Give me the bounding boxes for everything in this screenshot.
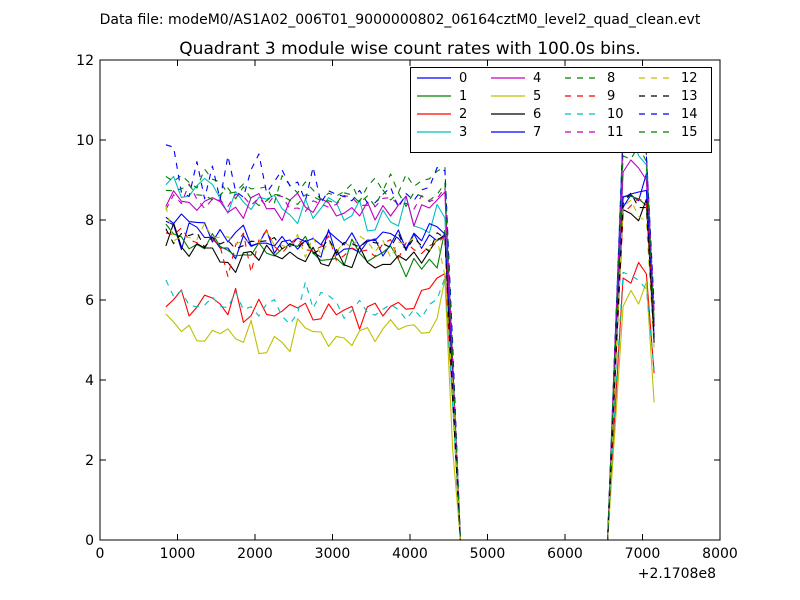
legend-item-11: 11 <box>565 124 624 140</box>
legend-label: 3 <box>459 124 468 140</box>
legend-item-5: 5 <box>491 88 541 104</box>
legend-label: 10 <box>607 106 624 122</box>
legend-swatch-6 <box>491 113 525 115</box>
legend-item-6: 6 <box>491 106 541 122</box>
legend-item-9: 9 <box>565 88 615 104</box>
legend-item-2: 2 <box>417 106 467 122</box>
legend-label: 2 <box>459 106 468 122</box>
legend-swatch-4 <box>491 77 525 79</box>
legend-item-0: 0 <box>417 70 467 86</box>
chart-title: Quadrant 3 module wise count rates with … <box>179 39 640 59</box>
legend-label: 15 <box>681 124 698 140</box>
legend-label: 14 <box>681 106 698 122</box>
y-tick-label: 4 <box>85 373 94 389</box>
x-offset-label: +2.1708e8 <box>638 566 716 582</box>
legend-swatch-1 <box>417 95 451 97</box>
legend-swatch-0 <box>417 77 451 79</box>
legend-swatch-13 <box>639 95 673 97</box>
series-line-12 <box>165 199 655 541</box>
legend-swatch-7 <box>491 131 525 133</box>
tick-layer: 0 1000 2000 3000 4000 5000 6000 7000 80000246810… <box>76 53 738 562</box>
legend-label: 0 <box>459 70 468 86</box>
legend-swatch-15 <box>639 131 673 133</box>
legend-label: 12 <box>681 70 698 86</box>
series-line-11 <box>165 122 655 541</box>
legend-label: 8 <box>607 70 616 86</box>
legend-item-3: 3 <box>417 124 467 140</box>
x-tick-label: 0 <box>96 546 105 562</box>
y-tick-label: 12 <box>76 53 94 69</box>
x-tick-label: 5000 <box>470 546 506 562</box>
x-tick-label: 1000 <box>160 546 196 562</box>
legend-item-13: 13 <box>639 88 698 104</box>
x-tick-label: 4000 <box>392 546 428 562</box>
legend-item-1: 1 <box>417 88 467 104</box>
legend-label: 7 <box>533 124 542 140</box>
legend-label: 6 <box>533 106 542 122</box>
y-tick-label: 8 <box>85 213 94 229</box>
y-tick-label: 2 <box>85 453 94 469</box>
series-line-10 <box>165 271 655 541</box>
legend-item-14: 14 <box>639 106 698 122</box>
x-tick-label: 8000 <box>702 546 738 562</box>
legend-swatch-11 <box>565 131 599 133</box>
legend-label: 11 <box>607 124 624 140</box>
legend-label: 13 <box>681 88 698 104</box>
legend-item-10: 10 <box>565 106 624 122</box>
legend-item-15: 15 <box>639 124 698 140</box>
legend-label: 5 <box>533 88 542 104</box>
x-tick-label: 6000 <box>547 546 583 562</box>
x-tick-label: 7000 <box>625 546 661 562</box>
x-tick-label: 2000 <box>237 546 273 562</box>
legend-item-7: 7 <box>491 124 541 140</box>
legend-item-4: 4 <box>491 70 541 86</box>
legend-item-12: 12 <box>639 70 698 86</box>
legend-item-8: 8 <box>565 70 615 86</box>
legend-swatch-10 <box>565 113 599 115</box>
legend-swatch-8 <box>565 77 599 79</box>
legend: 0 1 2 3 4 5 6 7 8 9 10 11 12 13 14 15 <box>410 67 712 153</box>
legend-label: 1 <box>459 88 468 104</box>
legend-swatch-9 <box>565 95 599 97</box>
y-tick-label: 10 <box>76 133 94 149</box>
legend-swatch-2 <box>417 113 451 115</box>
legend-label: 4 <box>533 70 542 86</box>
y-tick-label: 6 <box>85 293 94 309</box>
x-tick-label: 3000 <box>315 546 351 562</box>
y-tick-label: 0 <box>85 533 94 549</box>
legend-label: 9 <box>607 88 616 104</box>
legend-swatch-5 <box>491 95 525 97</box>
suptitle: Data file: modeM0/AS1A02_006T01_90000008… <box>100 12 701 28</box>
legend-swatch-14 <box>639 113 673 115</box>
legend-swatch-12 <box>639 77 673 79</box>
legend-swatch-3 <box>417 131 451 133</box>
